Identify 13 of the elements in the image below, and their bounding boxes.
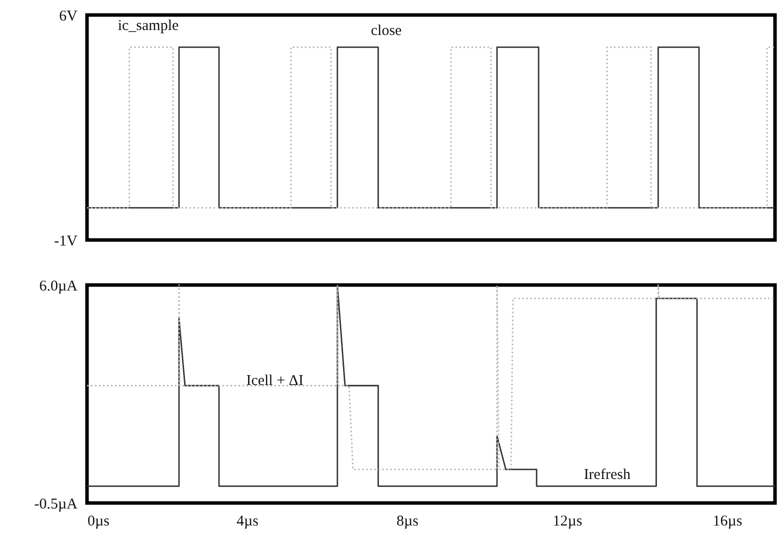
y-tick-label: 6.0µA bbox=[39, 278, 78, 294]
x-tick-label: 16µs bbox=[712, 514, 742, 530]
x-tick-label: 0µs bbox=[88, 514, 110, 530]
annotation: close bbox=[370, 23, 402, 40]
x-tick-label: 8µs bbox=[396, 514, 419, 530]
y-tick-label: 6V bbox=[59, 8, 78, 24]
x-tick-label: 12µs bbox=[552, 514, 582, 530]
annotation: Irefresh bbox=[584, 467, 631, 484]
y-tick-label: -1V bbox=[54, 234, 78, 250]
annotation: ic_sample bbox=[118, 18, 179, 34]
x-tick-label: 4µs bbox=[236, 514, 259, 530]
annotation: Icell + ΔI bbox=[246, 373, 304, 390]
y-tick-label: -0.5µA bbox=[34, 496, 78, 512]
